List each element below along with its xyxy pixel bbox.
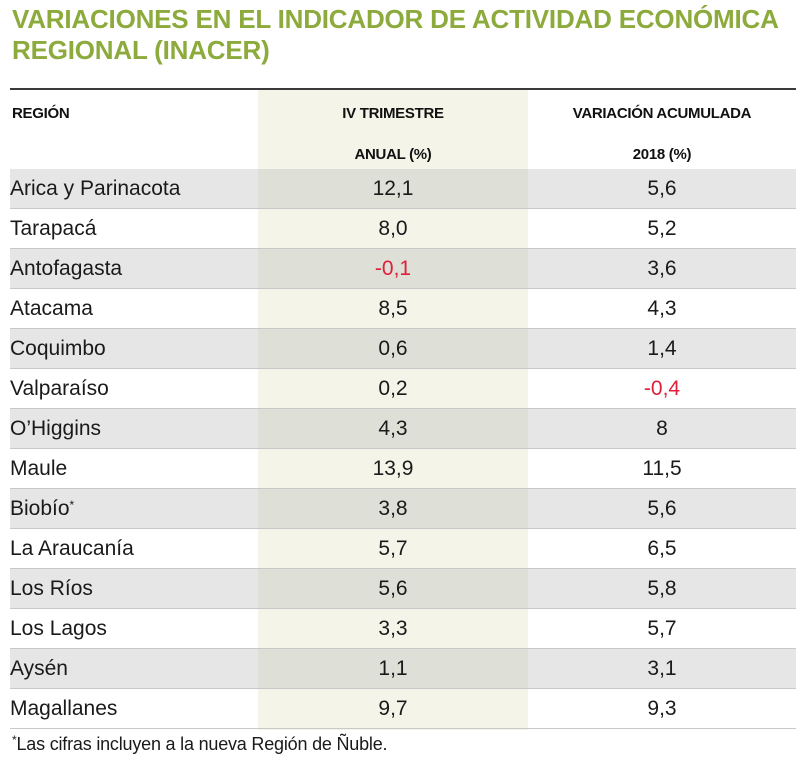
- table-row: Valparaíso 0,2 -0,4: [10, 368, 796, 409]
- region-label: Arica y Parinacota: [10, 176, 181, 200]
- region-label: Biobío: [10, 496, 70, 520]
- q4-value: 3,3: [258, 608, 528, 649]
- table-row: Aysén 1,1 3,1: [10, 648, 796, 689]
- table-row: Los Ríos 5,6 5,8: [10, 568, 796, 609]
- header-region: REGIÓN: [12, 105, 70, 122]
- region-label: Coquimbo: [10, 336, 106, 360]
- table-row: Arica y Parinacota 12,1 5,6: [10, 169, 796, 209]
- q4-value: 1,1: [258, 648, 528, 689]
- region-name: Biobío*: [10, 488, 258, 529]
- q4-value: 3,8: [258, 488, 528, 529]
- acum-value: 9,3: [528, 688, 796, 729]
- region-label: Los Lagos: [10, 616, 107, 640]
- acum-value: 5,6: [528, 488, 796, 529]
- region-label: Los Ríos: [10, 576, 93, 600]
- table-row: Los Lagos 3,3 5,7: [10, 608, 796, 649]
- region-name: Antofagasta: [10, 248, 258, 289]
- table-row: Atacama 8,5 4,3: [10, 288, 796, 329]
- region-label: Atacama: [10, 296, 93, 320]
- q4-value: 5,7: [258, 528, 528, 569]
- table-row: Tarapacá 8,0 5,2: [10, 208, 796, 249]
- region-name: Valparaíso: [10, 368, 258, 409]
- acum-value: 6,5: [528, 528, 796, 569]
- table-row: Biobío* 3,8 5,6: [10, 488, 796, 529]
- footnote-text: Las cifras incluyen a la nueva Región de…: [16, 734, 388, 754]
- acum-value: 3,6: [528, 248, 796, 289]
- q4-value: 13,9: [258, 448, 528, 489]
- q4-value: 8,5: [258, 288, 528, 329]
- acum-value: 8: [528, 408, 796, 449]
- acum-value: 5,6: [528, 169, 796, 209]
- region-label: Aysén: [10, 656, 68, 680]
- region-name: Tarapacá: [10, 208, 258, 249]
- acum-value: 4,3: [528, 288, 796, 329]
- region-footnote-mark: *: [69, 497, 75, 512]
- region-label: Valparaíso: [10, 376, 109, 400]
- region-label: Magallanes: [10, 696, 118, 720]
- footnote: *Las cifras incluyen a la nueva Región d…: [12, 733, 388, 755]
- header-acum-line2: 2018 (%): [632, 146, 692, 163]
- table-row: Magallanes 9,7 9,3: [10, 688, 796, 729]
- region-name: Atacama: [10, 288, 258, 329]
- region-name: Arica y Parinacota: [10, 169, 258, 209]
- header-acum-line1: VARIACIÓN ACUMULADA: [572, 105, 752, 122]
- table-row: Maule 13,9 11,5: [10, 448, 796, 489]
- acum-value: 5,7: [528, 608, 796, 649]
- chart-title: VARIACIONES EN EL INDICADOR DE ACTIVIDAD…: [12, 4, 778, 65]
- region-label: La Araucanía: [10, 536, 134, 560]
- table-row: Antofagasta -0,1 3,6: [10, 248, 796, 289]
- region-name: Aysén: [10, 648, 258, 689]
- acum-value: 5,8: [528, 568, 796, 609]
- region-name: La Araucanía: [10, 528, 258, 569]
- region-label: Antofagasta: [10, 256, 123, 280]
- region-name: Los Ríos: [10, 568, 258, 609]
- q4-value: 12,1: [258, 169, 528, 209]
- acum-value: 3,1: [528, 648, 796, 689]
- q4-value: 9,7: [258, 688, 528, 729]
- header-q4-line2: ANUAL (%): [354, 146, 432, 163]
- table-row: O’Higgins 4,3 8: [10, 408, 796, 449]
- table-row: La Araucanía 5,7 6,5: [10, 528, 796, 569]
- region-name: Los Lagos: [10, 608, 258, 649]
- q4-value: 0,6: [258, 328, 528, 369]
- q4-value: 8,0: [258, 208, 528, 249]
- q4-value: -0,1: [258, 248, 528, 289]
- region-label: Maule: [10, 456, 68, 480]
- acum-value: 11,5: [528, 448, 796, 489]
- q4-value: 4,3: [258, 408, 528, 449]
- data-table: Arica y Parinacota 12,1 5,6 Tarapacá 8,0 5,2 A…: [10, 169, 796, 729]
- acum-value: -0,4: [528, 368, 796, 409]
- footnote-mark: *: [12, 733, 17, 747]
- region-label: O’Higgins: [10, 416, 102, 440]
- q4-value: 0,2: [258, 368, 528, 409]
- region-name: Maule: [10, 448, 258, 489]
- acum-value: 5,2: [528, 208, 796, 249]
- acum-value: 1,4: [528, 328, 796, 369]
- region-label: Tarapacá: [10, 216, 97, 240]
- region-name: Magallanes: [10, 688, 258, 729]
- header-q4-line1: IV TRIMESTRE: [342, 105, 444, 122]
- region-name: Coquimbo: [10, 328, 258, 369]
- q4-value: 5,6: [258, 568, 528, 609]
- region-name: O’Higgins: [10, 408, 258, 449]
- table-row: Coquimbo 0,6 1,4: [10, 328, 796, 369]
- header-rule: [10, 88, 796, 90]
